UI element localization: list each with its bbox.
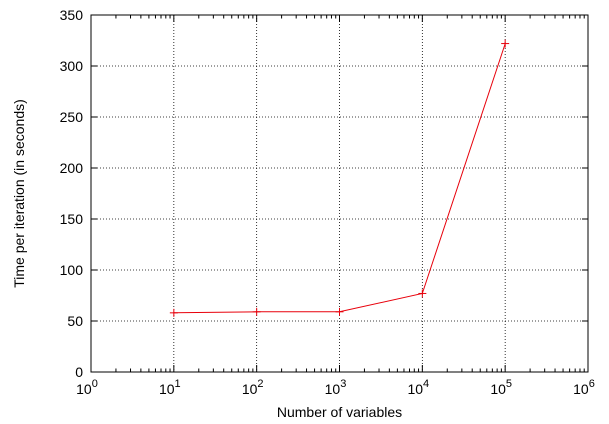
x-tick-label: 105: [490, 378, 512, 397]
x-tick-label: 106: [573, 378, 595, 397]
y-tick-label: 300: [60, 58, 84, 74]
x-tick-label: 104: [407, 378, 429, 397]
data-point-marker: [252, 307, 261, 316]
y-tick-label: 350: [60, 7, 84, 23]
data-point-marker: [169, 308, 178, 317]
tick-labels: 0 50 100 150 200 250 300 350 100 101 102 103 104 105 1…: [60, 7, 595, 397]
y-tick-label: 50: [67, 313, 83, 329]
data-point-marker: [418, 289, 427, 298]
x-tick-label: 103: [325, 378, 347, 397]
grid: [91, 15, 588, 372]
y-tick-label: 100: [60, 262, 84, 278]
y-axis-title: Time per iteration (in seconds): [11, 99, 27, 288]
data-point-marker: [335, 307, 344, 316]
series: [169, 39, 510, 317]
data-point-marker: [501, 39, 510, 48]
y-tick-label: 200: [60, 160, 84, 176]
x-tick-label: 102: [242, 378, 264, 397]
axis-ticks: [90, 14, 589, 373]
x-axis-title: Number of variables: [277, 404, 402, 420]
x-tick-label: 101: [159, 378, 181, 397]
y-tick-label: 150: [60, 211, 84, 227]
plot-frame: [90, 14, 589, 373]
y-tick-label: 250: [60, 109, 84, 125]
y-tick-label: 0: [75, 364, 83, 380]
x-tick-label: 100: [76, 378, 98, 397]
series-line: [173, 43, 506, 314]
